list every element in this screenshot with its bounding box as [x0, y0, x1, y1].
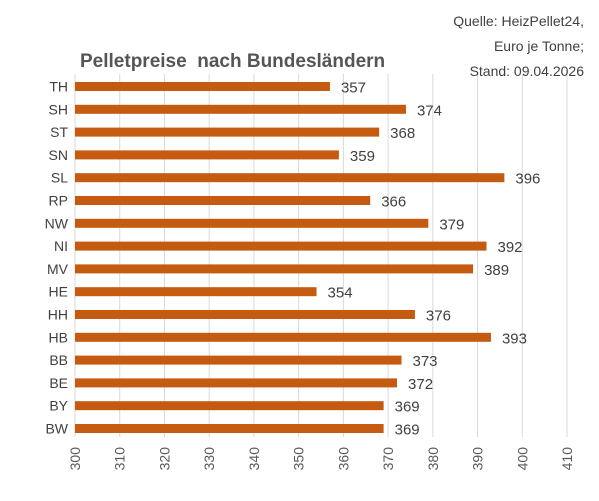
category-label-sh: SH	[49, 101, 68, 117]
value-label-sn: 359	[350, 148, 375, 165]
category-label-he: HE	[49, 284, 68, 300]
source-note-line-2: Euro je Tonne;	[494, 38, 584, 54]
x-tick-label-360: 360	[335, 447, 351, 471]
value-label-th: 357	[341, 80, 366, 97]
bar-th	[75, 82, 330, 91]
value-label-hb: 393	[502, 330, 527, 347]
bar-mv	[75, 264, 474, 274]
bar-sh	[75, 104, 406, 114]
bar-nw	[75, 218, 429, 228]
source-note-line-3: Stand: 09.04.2026	[470, 63, 585, 79]
value-label-he: 354	[328, 285, 353, 302]
x-tick-label-300: 300	[67, 447, 83, 471]
bar-sl	[75, 173, 505, 183]
category-label-mv: MV	[47, 261, 69, 277]
category-labels: TH SH ST SN SL RP NW NI MV HE HH HB BB BE BY BW	[45, 79, 69, 437]
x-tick-label-390: 390	[470, 447, 486, 471]
value-label-bb: 373	[413, 353, 438, 370]
value-label-sl: 396	[515, 171, 540, 188]
bar-be	[75, 378, 398, 388]
x-tick-label-410: 410	[559, 447, 575, 471]
bar-rp	[75, 196, 371, 205]
x-tick-label-310: 310	[112, 447, 128, 471]
bar-by	[75, 401, 384, 411]
x-tick-label-330: 330	[201, 447, 217, 471]
value-label-st: 368	[390, 125, 415, 142]
bar-hb	[75, 332, 491, 342]
category-label-nw: NW	[45, 215, 69, 231]
category-label-bw: BW	[45, 421, 68, 437]
bar-sn	[75, 150, 339, 160]
category-label-hh: HH	[48, 307, 68, 323]
category-label-rp: RP	[49, 193, 68, 209]
value-label-rp: 366	[381, 194, 406, 211]
value-label-mv: 389	[484, 262, 509, 279]
x-tick-label-340: 340	[246, 447, 262, 471]
value-label-hh: 376	[426, 308, 451, 325]
source-note-line-1: Quelle: HeizPellet24,	[453, 13, 584, 29]
value-label-nw: 379	[439, 216, 464, 233]
category-label-hb: HB	[49, 329, 68, 345]
category-label-ni: NI	[54, 238, 68, 254]
value-label-ni: 392	[497, 239, 522, 256]
bar-he	[75, 287, 317, 297]
bar-ni	[75, 241, 487, 251]
value-label-by: 369	[395, 399, 420, 416]
chart-title: Pelletpreise nach Bundesländern	[80, 51, 385, 72]
bar-hh	[75, 310, 415, 319]
x-tick-label-400: 400	[514, 447, 530, 471]
x-tick-label-370: 370	[380, 447, 396, 471]
value-label-sh: 374	[417, 102, 442, 119]
bars	[75, 82, 505, 433]
x-tick-label-350: 350	[291, 447, 307, 471]
x-tick-labels: 300 310 320 330 340 350 360 370 380 390 400 410	[67, 447, 575, 471]
category-label-th: TH	[49, 79, 68, 95]
value-label-bw: 369	[395, 422, 420, 439]
bar-bw	[75, 424, 384, 433]
category-label-be: BE	[49, 375, 68, 391]
category-label-st: ST	[50, 124, 68, 140]
value-label-be: 372	[408, 376, 433, 393]
category-label-by: BY	[49, 398, 68, 414]
bar-bb	[75, 355, 402, 365]
x-tick-label-380: 380	[425, 447, 441, 471]
category-label-sl: SL	[51, 170, 68, 186]
x-tick-label-320: 320	[156, 447, 172, 471]
category-label-bb: BB	[49, 352, 68, 368]
bar-st	[75, 127, 380, 137]
category-label-sn: SN	[49, 147, 68, 163]
